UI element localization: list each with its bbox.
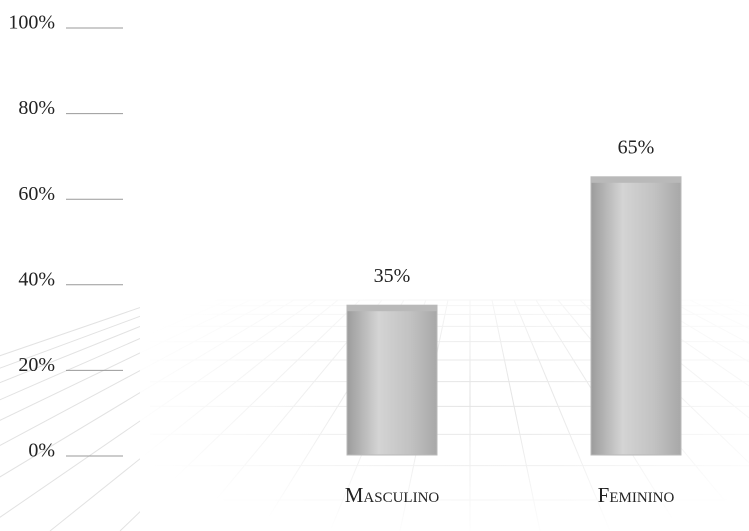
- y-tick-label: 20%: [18, 354, 55, 376]
- bar-top: [347, 305, 437, 312]
- y-tick-label: 80%: [18, 97, 55, 119]
- bar-top: [591, 176, 681, 183]
- value-label: 65%: [618, 136, 655, 158]
- y-tick-label: 60%: [18, 183, 55, 205]
- x-tick-label: Feminino: [598, 483, 675, 507]
- floor-line: [0, 299, 185, 369]
- bar: [346, 304, 438, 456]
- floor-line: [0, 299, 163, 357]
- y-tick-label: 40%: [18, 268, 55, 290]
- floor-line: [0, 299, 207, 384]
- bar: [590, 176, 682, 456]
- x-tick-label: Masculino: [345, 483, 440, 507]
- value-label: 35%: [374, 265, 411, 287]
- y-tick-label: 0%: [28, 440, 55, 462]
- y-tick-label: 100%: [8, 12, 55, 34]
